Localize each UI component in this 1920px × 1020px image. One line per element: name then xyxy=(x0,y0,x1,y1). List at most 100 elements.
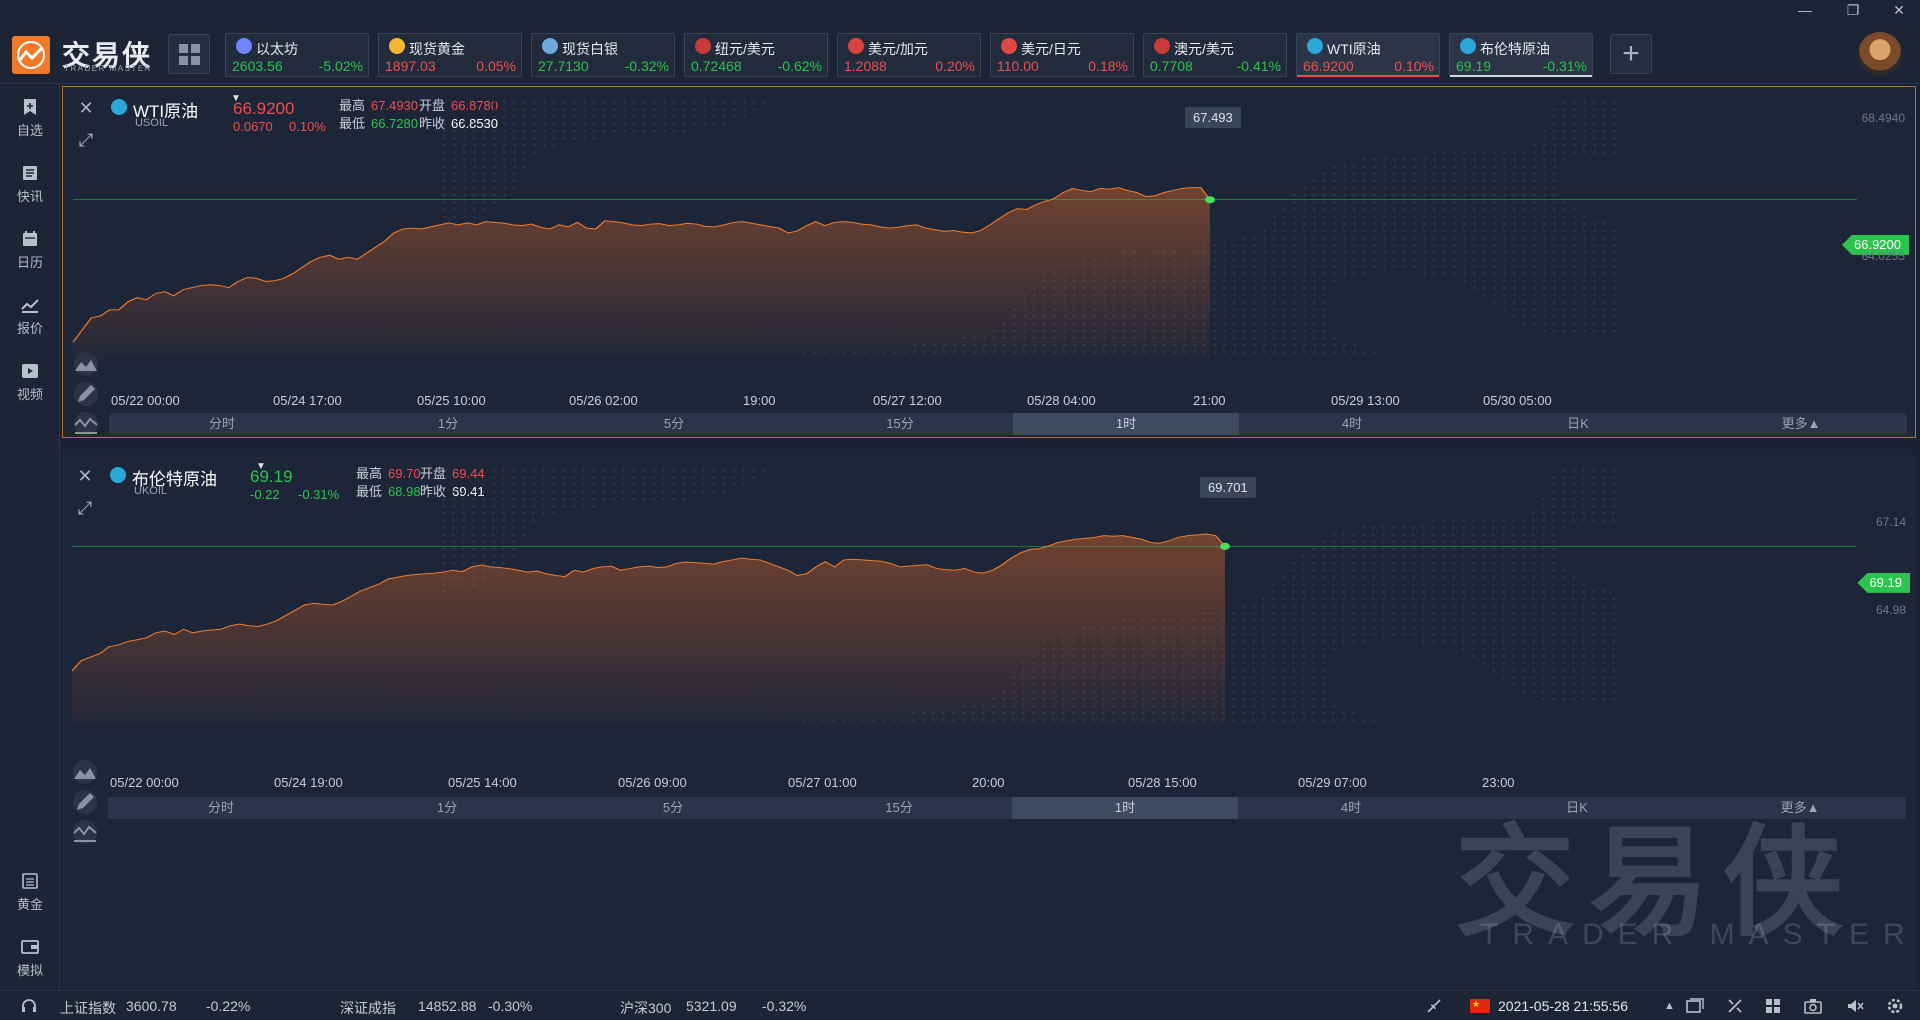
ticker-card[interactable]: 现货黄金 1897.03 0.05% xyxy=(378,33,522,77)
timeframe-tab[interactable]: 更多▲ xyxy=(1780,800,1820,815)
status-index-name[interactable]: 深证成指 xyxy=(340,1000,396,1016)
sidebar: 自选 快讯 日历 报价 视频 黄金 模拟 xyxy=(0,84,60,990)
au-us-flag-icon xyxy=(1154,38,1170,54)
ticker-card[interactable]: 美元/日元 110.00 0.18% xyxy=(990,33,1134,77)
sidebar-item-label: 自选 xyxy=(16,123,43,138)
chevron-down-icon[interactable]: ▼ xyxy=(256,461,266,472)
x-axis-tick: 05/22 00:00 xyxy=(110,775,179,790)
close-chart-button[interactable]: ✕ xyxy=(77,466,93,486)
ticker-card[interactable]: 布伦特原油 69.19 -0.31% xyxy=(1449,33,1593,77)
video-icon xyxy=(22,364,38,378)
instrument-title[interactable]: 布伦特原油 xyxy=(132,470,217,489)
watermark-subtitle: TRADER MASTER xyxy=(1480,918,1919,951)
x-axis-tick: 05/27 01:00 xyxy=(788,775,857,790)
signal-icon[interactable] xyxy=(1425,997,1443,1015)
timeframe-tab[interactable]: 日K xyxy=(1566,800,1588,815)
close-window-button[interactable]: ✕ xyxy=(1893,2,1905,18)
timeframe-tab[interactable]: 1时 xyxy=(1013,413,1239,435)
x-axis-tick: 05/28 04:00 xyxy=(1027,393,1096,408)
timeframe-tab[interactable]: 日K xyxy=(1567,416,1589,431)
sidebar-item-quotes[interactable]: 报价 xyxy=(0,296,60,337)
timeframe-tab[interactable]: 4时 xyxy=(1340,800,1362,815)
sidebar-item-simulate[interactable]: 模拟 xyxy=(0,938,60,979)
chart-panel-brent: ✕ ⤢ 布伦特原油 ▼ UKOIL 69.19 -0.22 -0.31% 最高 6… xyxy=(62,455,1916,990)
timeframe-tab[interactable]: 15分 xyxy=(885,800,913,815)
headset-icon[interactable] xyxy=(20,997,38,1015)
timeframe-tab[interactable]: 15分 xyxy=(886,416,914,431)
tools-icon[interactable] xyxy=(1726,997,1744,1015)
ticker-card[interactable]: 美元/加元 1.2088 0.20% xyxy=(837,33,981,77)
avatar[interactable] xyxy=(1858,32,1902,76)
expand-icon[interactable]: ⤢ xyxy=(78,130,94,150)
timeframe-tab[interactable]: 5分 xyxy=(662,800,684,815)
sidebar-item-label: 黄金 xyxy=(16,897,43,912)
ticker-change: 0.05% xyxy=(476,58,516,74)
price-line xyxy=(72,187,1211,343)
x-axis-tick: 05/26 02:00 xyxy=(569,393,638,408)
mute-icon[interactable] xyxy=(1846,997,1864,1015)
ticker-price: 110.00 xyxy=(997,58,1039,74)
ticker-price: 69.19 xyxy=(1456,58,1492,74)
high-tooltip: 69.701 xyxy=(1200,477,1256,498)
sidebar-item-gold[interactable]: 黄金 xyxy=(0,872,60,913)
status-index-name[interactable]: 上证指数 xyxy=(60,1000,116,1016)
timeframe-tab[interactable]: 5分 xyxy=(663,416,685,431)
prev-close-label: 昨收 xyxy=(420,484,447,499)
ticker-name: WTI原油 xyxy=(1327,41,1381,57)
timeframe-tab[interactable]: 更多▲ xyxy=(1781,416,1821,431)
expand-icon[interactable]: ⤢ xyxy=(77,498,93,518)
sidebar-item-news[interactable]: 快讯 xyxy=(0,164,60,205)
indicator-icon[interactable] xyxy=(72,819,98,845)
ticker-price: 66.9200 xyxy=(1303,58,1354,74)
ticker-price: 27.7130 xyxy=(538,58,589,74)
minimize-button[interactable]: — xyxy=(1798,2,1812,18)
instrument-price: 66.9200 xyxy=(233,99,295,118)
instrument-title[interactable]: WTI原油 xyxy=(133,102,199,121)
settings-gear-icon[interactable] xyxy=(1886,997,1904,1015)
price-chart[interactable] xyxy=(63,87,1917,387)
add-ticker-button[interactable]: + xyxy=(1610,34,1652,74)
timeframe-tab[interactable]: 1分 xyxy=(437,416,459,431)
pencil-icon[interactable] xyxy=(73,381,99,407)
oil-icon xyxy=(1307,38,1323,54)
grid-layout-icon[interactable] xyxy=(1764,997,1782,1015)
ticker-change: -0.41% xyxy=(1236,58,1281,74)
ticker-card[interactable]: 现货白银 27.7130 -0.32% xyxy=(531,33,675,77)
low-label: 最低 xyxy=(339,116,366,131)
mountain-chart-icon[interactable] xyxy=(73,351,99,377)
instrument-symbol: USOIL xyxy=(135,117,169,129)
instrument-change-pct: -0.31% xyxy=(298,487,340,502)
timeframe-tab[interactable]: 1时 xyxy=(1012,797,1238,819)
timeframe-tab[interactable]: 4时 xyxy=(1341,416,1363,431)
chevron-down-icon[interactable]: ▼ xyxy=(231,93,241,104)
ticker-card[interactable]: 澳元/美元 0.7708 -0.41% xyxy=(1143,33,1287,77)
indicator-icon[interactable] xyxy=(73,411,99,437)
high-label: 最高 xyxy=(339,98,366,113)
sidebar-item-calendar[interactable]: 日历 xyxy=(0,230,60,271)
price-chart[interactable] xyxy=(62,455,1916,755)
sidebar-item-video[interactable]: 视频 xyxy=(0,362,60,403)
ticker-card[interactable]: 以太坊 2603.56 -5.02% xyxy=(225,33,369,77)
timeframe-tab[interactable]: 分时 xyxy=(208,416,235,431)
timeframe-tab[interactable]: 1分 xyxy=(436,800,458,815)
restore-button[interactable]: ❐ xyxy=(1846,2,1860,18)
chevron-up-icon[interactable]: ▲ xyxy=(1664,1000,1675,1012)
close-chart-button[interactable]: ✕ xyxy=(78,98,94,118)
sidebar-item-watchlist[interactable]: 自选 xyxy=(0,98,60,139)
ticker-card[interactable]: WTI原油 66.9200 0.10% xyxy=(1296,33,1440,77)
timeframe-tab[interactable]: 分时 xyxy=(207,800,234,815)
ticker-price: 0.7708 xyxy=(1150,58,1193,74)
top-bar: 交易侠 TRADER MASTER 以太坊 2603.56 -5.02% 现货黄金 18… xyxy=(0,0,1920,84)
ticker-card[interactable]: 纽元/美元 0.72468 -0.62% xyxy=(684,33,828,77)
status-index-name[interactable]: 沪深300 xyxy=(620,1000,672,1016)
camera-icon[interactable] xyxy=(1804,997,1822,1015)
window-icon[interactable] xyxy=(1686,998,1704,1014)
mountain-chart-icon[interactable] xyxy=(72,759,98,785)
x-axis-tick: 20:00 xyxy=(972,775,1005,790)
pencil-icon[interactable] xyxy=(72,789,98,815)
ticker-name: 澳元/美元 xyxy=(1174,41,1234,57)
timeframe-bar: 分时 1分 5分 15分 1时 4时 日K 更多▲ xyxy=(109,413,1907,435)
y-axis-tick: 64.98 xyxy=(1875,603,1906,617)
ticker-change: 0.18% xyxy=(1088,58,1128,74)
layout-grid-button[interactable] xyxy=(168,34,210,74)
